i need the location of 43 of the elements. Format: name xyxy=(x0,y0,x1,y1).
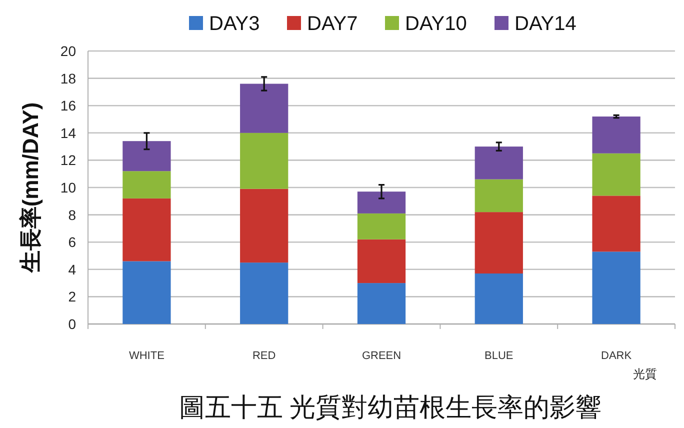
text: 圖五十五 光質對幼苗根生長率的影響 xyxy=(178,393,602,422)
x-axis-title: 光質 xyxy=(633,367,657,381)
y-tick-label: 8 xyxy=(68,206,76,223)
bar xyxy=(357,213,406,240)
y-tick-label: 16 xyxy=(60,98,76,114)
y-tick-label: 20 xyxy=(60,43,76,59)
bar xyxy=(122,171,171,198)
bar xyxy=(592,116,640,154)
bar xyxy=(122,141,171,172)
y-axis-title: 生長率(mm/DAY) xyxy=(18,102,43,274)
bar xyxy=(474,146,523,180)
bar xyxy=(592,196,640,252)
legend-label: DAY14 xyxy=(514,13,576,35)
y-tick-label: 18 xyxy=(60,70,76,86)
y-tick-label: 2 xyxy=(68,288,76,305)
bar xyxy=(240,262,288,324)
x-tick-label: DARK xyxy=(601,350,632,362)
bar xyxy=(357,283,406,324)
legend-label: DAY10 xyxy=(405,13,467,35)
y-tick-label: 0 xyxy=(68,316,76,332)
bar xyxy=(474,212,523,274)
bar xyxy=(240,84,288,133)
x-tick-label: BLUE xyxy=(484,350,514,362)
x-tick-label: GREEN xyxy=(362,350,402,362)
bar xyxy=(122,198,171,262)
bar xyxy=(592,153,640,196)
bar xyxy=(357,239,406,284)
bar xyxy=(122,261,171,324)
bar xyxy=(240,132,288,189)
bar xyxy=(592,252,640,324)
legend-label: DAY3 xyxy=(209,13,260,35)
y-tick-label: 10 xyxy=(60,180,76,196)
bar xyxy=(240,188,288,263)
bar xyxy=(474,179,523,212)
y-tick-label: 6 xyxy=(68,234,76,250)
bar xyxy=(474,273,523,324)
y-tick-label: 4 xyxy=(68,261,76,278)
x-tick-label: RED xyxy=(252,350,276,362)
x-tick-label: WHITE xyxy=(128,350,164,362)
legend-label: DAY7 xyxy=(307,13,358,35)
bar xyxy=(357,192,406,214)
y-tick-label: 14 xyxy=(60,124,76,141)
y-tick-label: 12 xyxy=(60,152,76,168)
